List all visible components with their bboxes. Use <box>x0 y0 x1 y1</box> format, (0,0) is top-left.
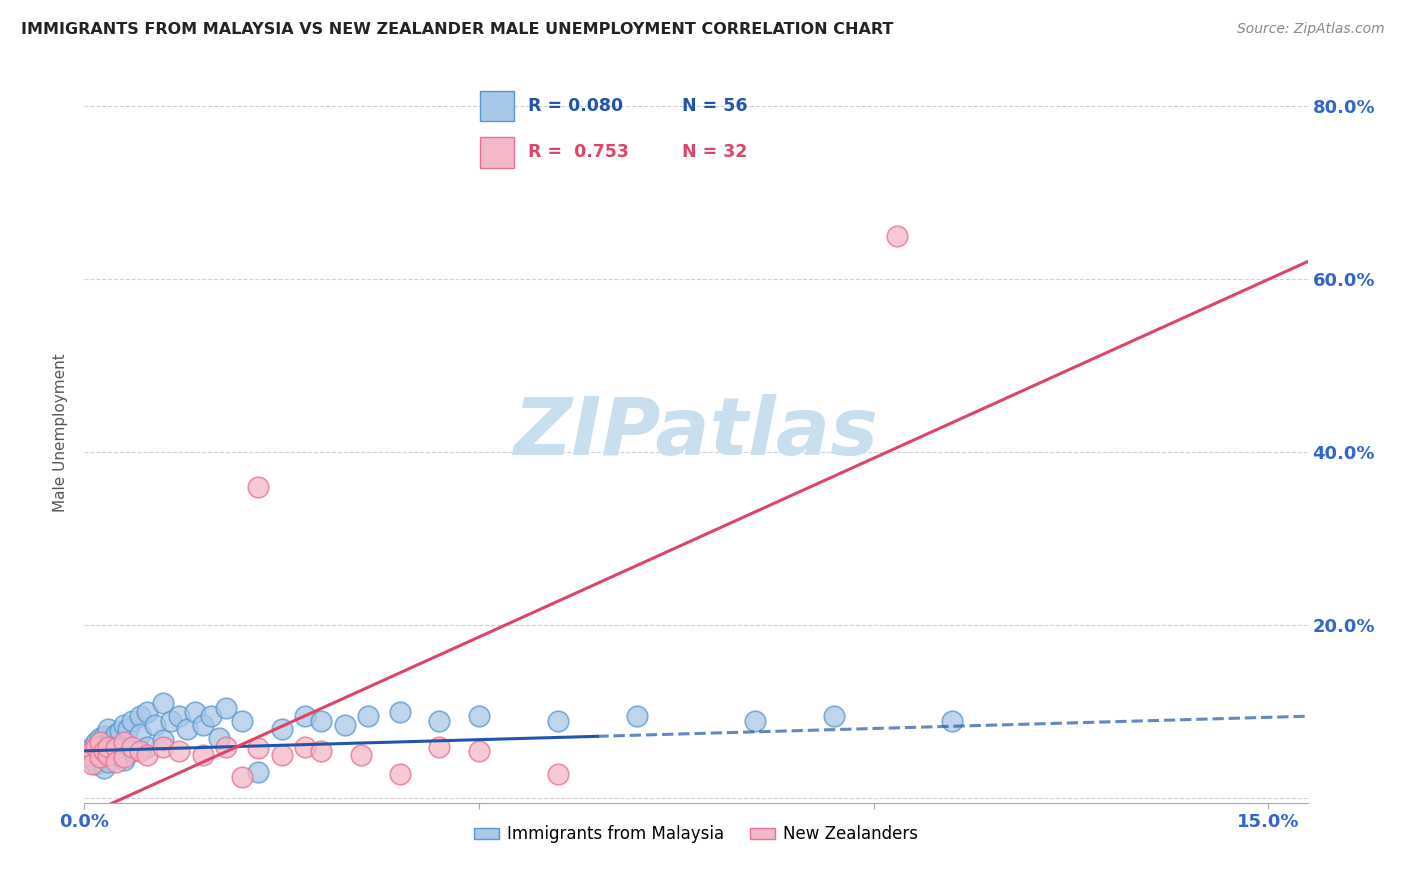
Point <box>191 748 214 763</box>
Point <box>136 739 159 754</box>
Point <box>152 732 174 747</box>
Point <box>112 735 135 749</box>
Point <box>82 744 104 758</box>
Point <box>294 739 316 754</box>
Point <box>93 744 115 758</box>
Point <box>246 741 269 756</box>
Point <box>246 765 269 780</box>
Point <box>128 744 150 758</box>
Point <box>82 756 104 771</box>
Point <box>167 744 190 758</box>
Text: IMMIGRANTS FROM MALAYSIA VS NEW ZEALANDER MALE UNEMPLOYMENT CORRELATION CHART: IMMIGRANTS FROM MALAYSIA VS NEW ZEALANDE… <box>21 22 893 37</box>
Point <box>89 735 111 749</box>
Point <box>886 228 908 243</box>
Point <box>77 748 100 763</box>
Point <box>294 709 316 723</box>
Point <box>97 755 120 769</box>
Point <box>231 770 253 784</box>
Point <box>389 705 412 719</box>
Point <box>429 714 451 728</box>
Text: Source: ZipAtlas.com: Source: ZipAtlas.com <box>1237 22 1385 37</box>
Point <box>145 718 167 732</box>
Point <box>349 748 371 763</box>
Point <box>121 739 143 754</box>
Point <box>200 709 222 723</box>
Point <box>215 700 238 714</box>
Point <box>104 755 127 769</box>
Point <box>429 739 451 754</box>
Point <box>270 722 292 736</box>
Point <box>309 744 332 758</box>
Point <box>112 752 135 766</box>
Point <box>93 761 115 775</box>
Point <box>136 705 159 719</box>
Point <box>823 709 845 723</box>
Point <box>128 709 150 723</box>
Legend: Immigrants from Malaysia, New Zealanders: Immigrants from Malaysia, New Zealanders <box>467 819 925 850</box>
Point <box>97 722 120 736</box>
Point <box>97 739 120 754</box>
Point <box>93 729 115 743</box>
Point <box>626 709 648 723</box>
Point <box>246 480 269 494</box>
Point <box>77 744 100 758</box>
Point <box>82 752 104 766</box>
Point <box>112 738 135 752</box>
Point <box>309 714 332 728</box>
Point <box>121 714 143 728</box>
Point <box>160 714 183 728</box>
Point <box>82 739 104 754</box>
Point <box>333 718 356 732</box>
Point <box>84 756 107 771</box>
Point <box>389 767 412 781</box>
Point <box>84 735 107 749</box>
Point <box>117 722 139 736</box>
Point <box>104 741 127 756</box>
Point <box>104 748 127 763</box>
Point <box>167 709 190 723</box>
Point <box>101 732 124 747</box>
Point <box>547 767 569 781</box>
Text: ZIPatlas: ZIPatlas <box>513 393 879 472</box>
Point <box>112 750 135 764</box>
Point <box>231 714 253 728</box>
Point <box>89 750 111 764</box>
Point <box>104 726 127 740</box>
Point <box>128 726 150 740</box>
Point <box>121 744 143 758</box>
Point <box>97 748 120 763</box>
Point <box>84 739 107 754</box>
Point <box>468 709 491 723</box>
Point <box>97 744 120 758</box>
Point <box>270 748 292 763</box>
Point <box>207 731 229 745</box>
Point <box>97 735 120 749</box>
Point <box>744 714 766 728</box>
Point <box>547 714 569 728</box>
Point <box>215 739 238 754</box>
Point <box>941 714 963 728</box>
Point <box>82 748 104 763</box>
Point <box>357 709 380 723</box>
Point <box>104 739 127 754</box>
Point <box>152 739 174 754</box>
Point <box>112 718 135 732</box>
Point <box>89 741 111 756</box>
Point <box>184 705 207 719</box>
Point <box>468 744 491 758</box>
Point <box>152 696 174 710</box>
Point <box>89 750 111 764</box>
Point <box>136 748 159 763</box>
Point <box>191 718 214 732</box>
Point <box>176 722 198 736</box>
Point <box>89 731 111 745</box>
Y-axis label: Male Unemployment: Male Unemployment <box>53 353 69 512</box>
Point <box>108 723 131 738</box>
